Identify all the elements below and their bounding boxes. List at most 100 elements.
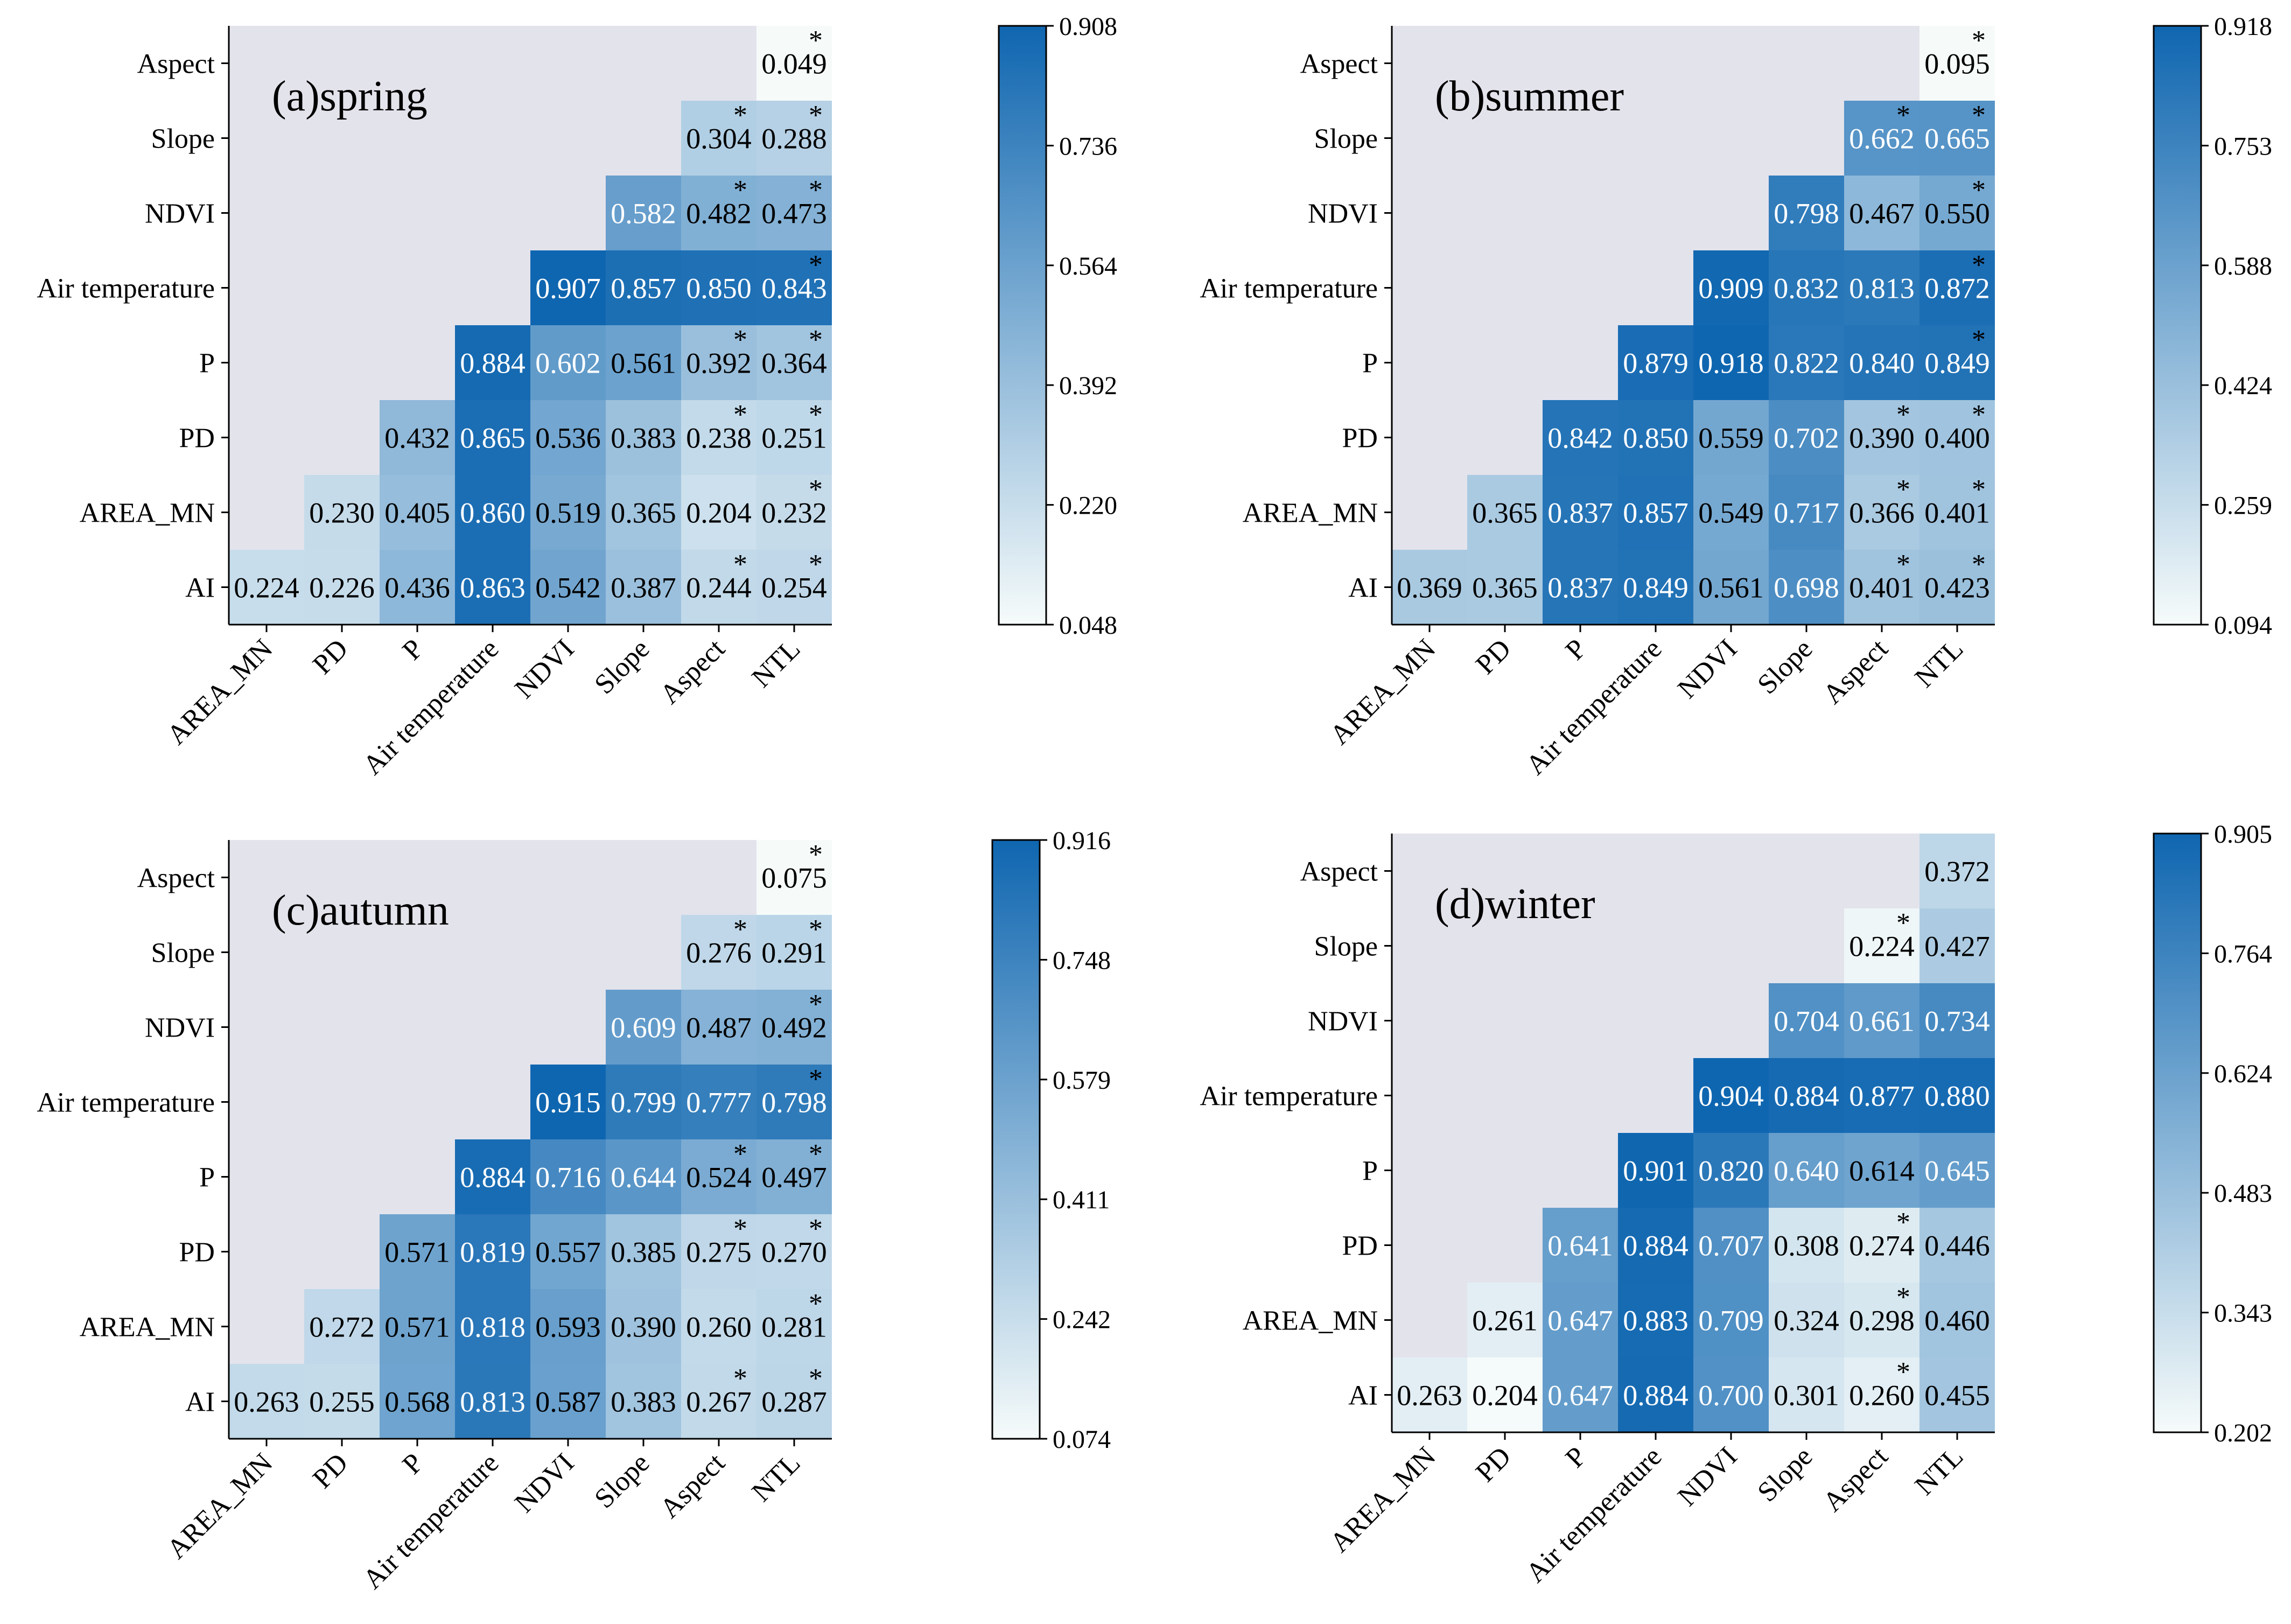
colorbar-tick-label: 0.908: [1059, 12, 1117, 41]
heatmap-cell-value: 0.709: [1698, 1305, 1764, 1337]
y-tick-label: AREA_MN: [80, 498, 215, 529]
heatmap-cell: [1769, 1357, 1844, 1432]
heatmap-cell: [1467, 475, 1543, 550]
heatmap-cell: [1693, 325, 1769, 400]
panel-title: (a)spring: [272, 73, 428, 120]
heatmap-cell: [1693, 250, 1769, 325]
x-tick-label: Air temperature: [1520, 633, 1668, 781]
heatmap-cell: [1618, 550, 1693, 625]
heatmap-cell-value: 0.884: [1623, 1230, 1689, 1262]
significance-star: *: [1972, 549, 1986, 580]
heatmap-cell-value: 0.263: [1397, 1380, 1462, 1412]
heatmap-cell-value: 0.372: [1924, 856, 1990, 888]
heatmap-cell-value: 0.884: [1774, 1080, 1839, 1112]
heatmap-cell-value: 0.446: [1924, 1230, 1990, 1262]
heatmap-cell: [756, 550, 832, 625]
heatmap-cell: [756, 1364, 832, 1439]
heatmap-cell: [1769, 1058, 1844, 1133]
heatmap-cell: [1693, 1058, 1769, 1133]
significance-star: *: [1896, 908, 1910, 939]
heatmap-cell: [756, 1065, 832, 1139]
heatmap-cell-value: 0.405: [384, 497, 450, 529]
y-tick-label: PD: [1342, 1231, 1378, 1262]
significance-star: *: [733, 1363, 747, 1394]
heatmap-cell-value: 0.640: [1774, 1155, 1839, 1187]
heatmap-cell: [1693, 1357, 1769, 1432]
heatmap-cell: [606, 1139, 681, 1214]
heatmap-cell-value: 0.369: [1397, 572, 1462, 604]
significance-star: *: [1972, 400, 1986, 430]
heatmap-cell-value: 0.436: [384, 572, 450, 604]
significance-star: *: [809, 549, 823, 580]
heatmap-cell-value: 0.400: [1924, 422, 1990, 454]
heatmap-cell-value: 0.251: [761, 422, 827, 454]
significance-star: *: [1972, 175, 1986, 206]
y-tick-label: Air temperature: [37, 1088, 215, 1118]
heatmap-cell: [304, 1289, 380, 1364]
colorbar-tick-label: 0.916: [1053, 827, 1111, 855]
heatmap-cell: [1844, 1208, 1919, 1283]
significance-star: *: [809, 1214, 823, 1244]
significance-star: *: [809, 1289, 823, 1319]
heatmap-cell-value: 0.224: [1849, 930, 1915, 963]
heatmap-cell-value: 0.383: [611, 422, 676, 454]
heatmap-cell-value: 0.662: [1849, 123, 1915, 155]
heatmap-cell-value: 0.872: [1924, 272, 1990, 305]
y-tick-label: AREA_MN: [1243, 1306, 1378, 1336]
heatmap-cell: [756, 990, 832, 1065]
heatmap-cell-value: 0.254: [761, 572, 827, 604]
heatmap-cell-value: 0.287: [761, 1386, 827, 1418]
colorbar-tick-label: 0.748: [1053, 946, 1111, 975]
heatmap-cell-value: 0.798: [1774, 198, 1839, 230]
heatmap-cell-value: 0.365: [1472, 572, 1538, 604]
significance-star: *: [1972, 25, 1986, 56]
heatmap-cell: [455, 475, 530, 550]
y-tick-label: Slope: [151, 938, 215, 969]
heatmap-cell: [1919, 1133, 1995, 1208]
heatmap-cell: [606, 325, 681, 400]
colorbar-tick-label: 0.753: [2214, 132, 2272, 160]
heatmap-cell: [1618, 475, 1693, 550]
heatmap-panel-b-summer: 0.095*0.662*0.665*0.798 0.467 0.550*0.909 0…: [1200, 12, 2272, 781]
heatmap-cell: [1844, 550, 1919, 625]
heatmap-cell: [1844, 983, 1919, 1058]
y-tick-label: PD: [1342, 423, 1378, 454]
significance-star: *: [733, 325, 747, 355]
heatmap-cell: [606, 400, 681, 475]
heatmap-cell: [1392, 550, 1467, 625]
heatmap-cell: [1693, 1133, 1769, 1208]
heatmap-cell-value: 0.427: [1924, 930, 1990, 963]
heatmap-cell-value: 0.704: [1774, 1005, 1839, 1038]
heatmap-cell-value: 0.819: [460, 1236, 526, 1269]
x-tick-label: Slope: [588, 633, 655, 700]
heatmap-cell-value: 0.281: [761, 1311, 827, 1343]
heatmap-cell-value: 0.582: [611, 198, 676, 230]
y-tick-label: NDVI: [1308, 1006, 1378, 1037]
heatmap-cell: [756, 1214, 832, 1289]
heatmap-cell-value: 0.915: [535, 1087, 601, 1119]
heatmap-cell-value: 0.707: [1698, 1230, 1764, 1262]
heatmap-cell-value: 0.467: [1849, 198, 1915, 230]
heatmap-cell-value: 0.230: [309, 497, 375, 529]
x-tick-label: PD: [1470, 1441, 1517, 1488]
heatmap-cell: [1769, 983, 1844, 1058]
heatmap-cell-value: 0.324: [1774, 1305, 1839, 1337]
heatmap-cell: [606, 1364, 681, 1439]
colorbar-tick-label: 0.392: [1059, 372, 1117, 400]
heatmap-cell: [1543, 1283, 1618, 1357]
heatmap-cell-value: 0.288: [761, 123, 827, 155]
panel-title: (d)winter: [1435, 880, 1595, 928]
heatmap-cell: [681, 990, 756, 1065]
heatmap-cell-value: 0.907: [535, 272, 601, 305]
significance-star: *: [733, 1139, 747, 1170]
heatmap-cell: [1844, 1283, 1919, 1357]
heatmap-cell: [1919, 1208, 1995, 1283]
heatmap-cell: [455, 1289, 530, 1364]
colorbar-gradient: [2153, 832, 2202, 1433]
x-tick-label: NDVI: [509, 1447, 580, 1518]
heatmap-cell-value: 0.401: [1849, 572, 1915, 604]
colorbar-tick-label: 0.242: [1053, 1306, 1111, 1334]
heatmap-cell-value: 0.734: [1924, 1005, 1990, 1038]
y-tick-label: Aspect: [1300, 49, 1378, 80]
